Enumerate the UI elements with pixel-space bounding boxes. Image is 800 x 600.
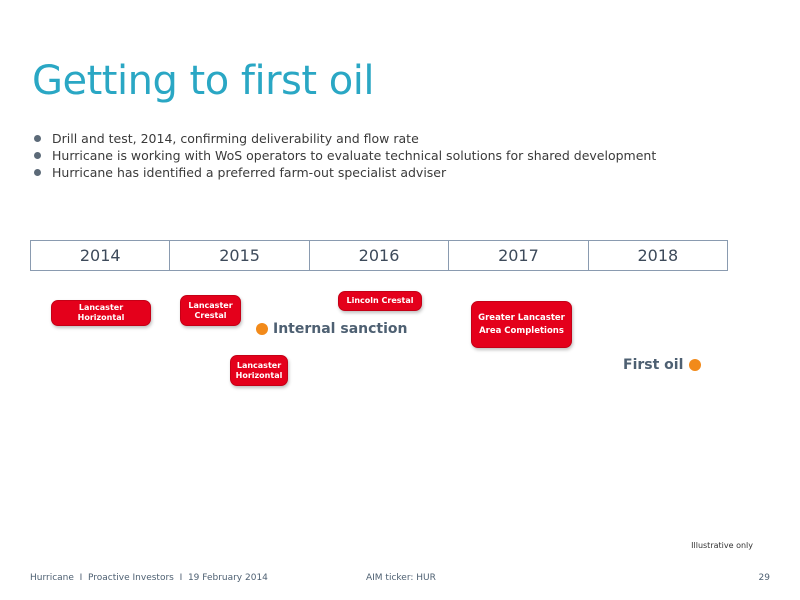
year-cell-2014: 2014 bbox=[31, 241, 171, 270]
bullet-dot-icon bbox=[34, 152, 41, 159]
year-cell-2015: 2015 bbox=[170, 241, 310, 270]
milestone-internal-sanction: Internal sanction bbox=[256, 321, 407, 337]
year-cell-2016: 2016 bbox=[310, 241, 450, 270]
bullet-text: Hurricane has identified a preferred far… bbox=[52, 165, 447, 180]
milestone-dot-icon bbox=[256, 323, 268, 335]
milestone-label: First oil bbox=[623, 357, 684, 373]
bullet-dot-icon bbox=[34, 169, 41, 176]
footer-ticker: AIM ticker: HUR bbox=[366, 573, 436, 583]
event-label: Lancaster Horizontal bbox=[235, 360, 283, 380]
event-label: Greater Lancaster Area Completions bbox=[478, 312, 565, 336]
bullet-item: Drill and test, 2014, confirming deliver… bbox=[34, 130, 656, 147]
event-lancaster-horizontal-2015: Lancaster Horizontal bbox=[230, 355, 288, 386]
milestone-dot-icon bbox=[689, 359, 702, 371]
event-label: Lancaster Crestal bbox=[188, 300, 233, 320]
event-label: Lancaster Horizontal bbox=[77, 303, 125, 322]
bullet-text: Hurricane is working with WoS operators … bbox=[52, 148, 657, 163]
illustrative-note: Illustrative only bbox=[691, 541, 753, 550]
event-lancaster-crestal: Lancaster Crestal bbox=[180, 295, 241, 326]
event-greater-lancaster-completions: Greater Lancaster Area Completions bbox=[471, 301, 572, 348]
footer-text: Hurricane I Proactive Investors I 19 Feb… bbox=[30, 573, 268, 583]
bullet-dot-icon bbox=[34, 135, 41, 142]
year-header-row: 2014 2015 2016 2017 2018 bbox=[30, 240, 728, 271]
bullet-list: Drill and test, 2014, confirming deliver… bbox=[34, 130, 656, 181]
year-cell-2018: 2018 bbox=[637, 246, 679, 265]
event-label: Lincoln Crestal bbox=[346, 296, 414, 305]
milestone-first-oil: First oil bbox=[623, 357, 702, 373]
year-cell-2017: 2017 bbox=[449, 241, 589, 270]
event-lincoln-crestal: Lincoln Crestal bbox=[338, 291, 422, 311]
event-lancaster-horizontal-2014: Lancaster Horizontal bbox=[51, 300, 151, 326]
bullet-text: Drill and test, 2014, confirming deliver… bbox=[52, 131, 419, 146]
page-title: Getting to first oil bbox=[32, 58, 375, 104]
bullet-item: Hurricane is working with WoS operators … bbox=[34, 147, 656, 164]
milestone-label: Internal sanction bbox=[273, 321, 408, 337]
bullet-item: Hurricane has identified a preferred far… bbox=[34, 164, 656, 181]
page-number: 29 bbox=[758, 573, 770, 583]
